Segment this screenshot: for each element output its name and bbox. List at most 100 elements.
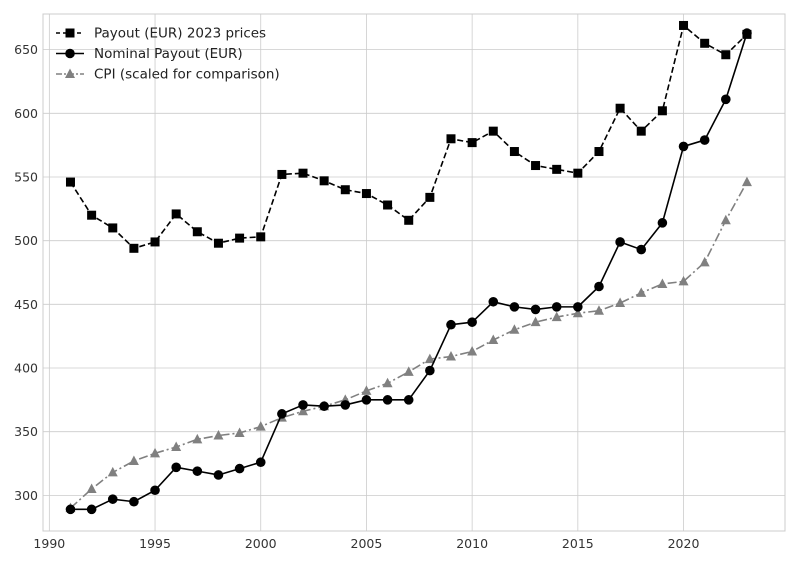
data-point [636,126,646,136]
data-point [678,275,689,286]
plot-frame [42,13,786,532]
legend-label: Payout (EUR) 2023 prices [94,26,266,42]
data-point [298,400,308,410]
data-point [721,94,731,105]
x-tick-label: 2005 [351,536,383,551]
x-tick-label: 2015 [562,536,594,551]
data-point [382,377,393,388]
series-1 [65,20,752,253]
data-point [615,237,625,247]
data-point [192,227,202,237]
data-point [277,169,287,179]
data-point [679,20,689,30]
data-point [234,427,245,437]
data-point [234,463,245,474]
data-point [108,223,118,233]
data-point [446,134,456,144]
data-point [573,168,583,178]
data-point [530,304,541,315]
x-tick-label: 2020 [668,536,700,551]
x-tick-label: 2000 [245,536,277,551]
x-tick-label: 2010 [456,536,488,551]
data-point [107,494,118,504]
data-point [509,302,520,312]
series-layer [65,20,752,515]
data-point [594,281,604,292]
data-point [615,103,625,113]
data-point [636,244,647,255]
data-point [255,421,266,431]
y-tick-label: 400 [14,361,38,376]
data-point [298,405,309,416]
legend: Payout (EUR) 2023 prices Nominal Payout (… [56,26,280,83]
series-line [69,24,748,250]
data-point [741,176,752,187]
data-point [171,462,181,473]
y-tick-label: 600 [14,106,38,121]
data-point [171,209,181,219]
data-point [87,210,97,220]
legend-marker [65,48,75,59]
data-point [129,243,139,253]
data-point [446,319,456,330]
data-point [361,385,372,395]
data-point [361,395,372,405]
data-point [572,307,583,318]
data-point [86,483,97,493]
x-tick-label: 1990 [33,536,65,551]
data-point [404,215,414,225]
y-tick-label: 450 [14,297,38,312]
data-point [509,147,519,157]
data-point [86,504,97,515]
data-point [531,161,541,171]
data-point [488,126,498,136]
data-point [742,29,752,39]
data-point [425,365,435,376]
legend-item: CPI (scaled for comparison) [56,67,280,83]
data-point [107,466,118,477]
data-point [192,433,203,444]
data-point [552,164,562,174]
legend-marker [65,28,75,38]
y-tick-label: 650 [14,42,38,57]
data-point [235,233,245,243]
data-point [657,278,668,288]
data-point [256,232,266,242]
y-tick-label: 300 [14,488,38,503]
data-point [720,214,731,225]
data-point [340,185,350,195]
data-point [213,429,224,440]
data-point [65,504,76,515]
x-tick-label: 1995 [139,536,171,551]
legend-label: Nominal Payout (EUR) [94,46,243,62]
data-point [150,485,160,496]
data-point [467,317,477,327]
data-point [382,395,393,405]
data-point [213,238,223,248]
data-point [636,287,647,297]
data-point [128,455,139,465]
legend-item: Payout (EUR) 2023 prices [56,26,266,42]
data-point [615,297,626,308]
data-point [721,50,731,60]
data-point [593,305,604,315]
data-point [699,256,710,267]
data-point [551,311,562,322]
data-point [171,441,182,451]
data-point [530,316,541,327]
data-point [594,147,604,157]
y-tick-label: 500 [14,233,38,248]
y-axis-ticks: 300 350 400 450 500 550 600 650 [14,42,38,503]
data-point [509,324,520,334]
y-tick-label: 550 [14,169,38,184]
data-point [319,401,329,412]
data-point [657,218,668,228]
data-point [403,395,414,405]
data-point [361,189,371,199]
data-point [700,38,710,48]
data-point [192,466,203,476]
data-point [298,168,308,178]
data-point [403,366,414,376]
data-point [425,192,435,202]
